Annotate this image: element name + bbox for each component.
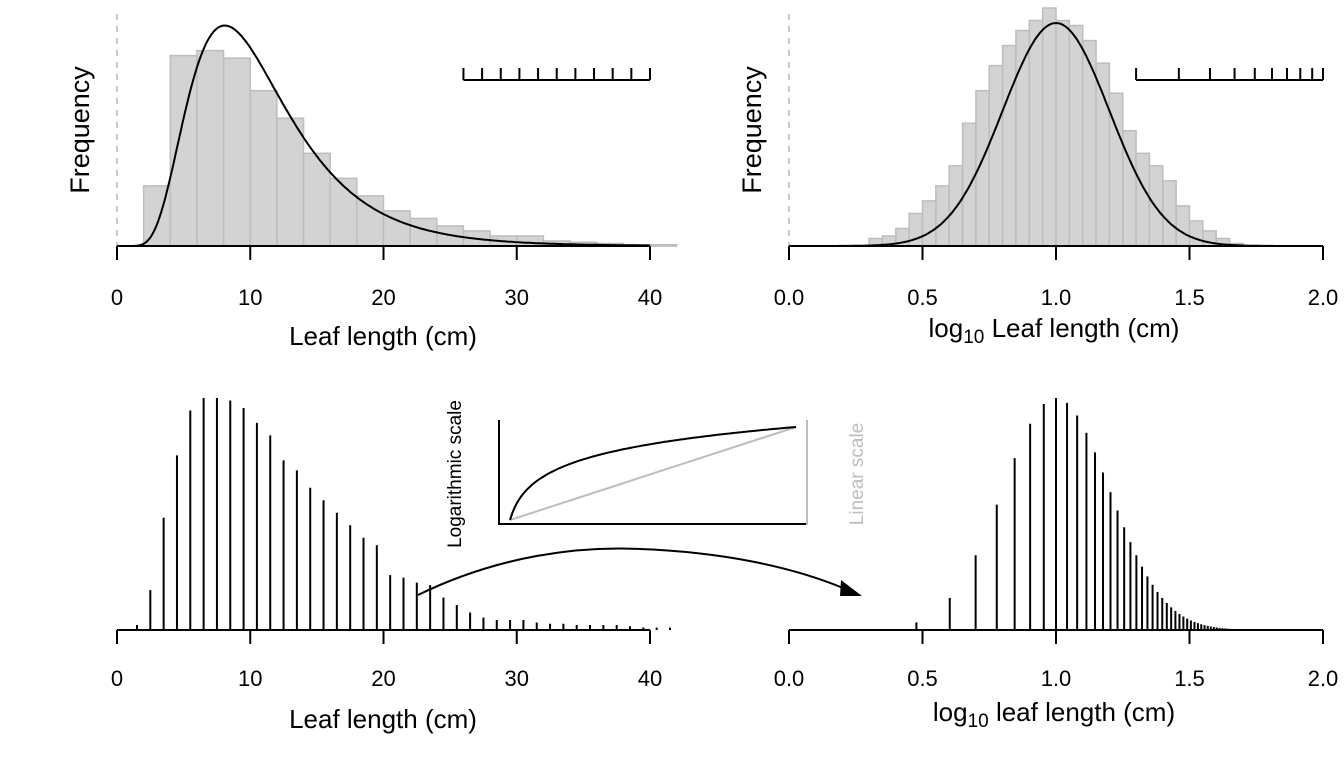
panel4-x-label-rest: leaf length (cm) xyxy=(989,697,1175,727)
histogram-bar xyxy=(1188,220,1204,247)
x-tick-label: 0 xyxy=(111,666,123,691)
histogram-bar xyxy=(1028,19,1044,247)
panel2-x-label-rest: Leaf length (cm) xyxy=(984,313,1179,343)
x-tick-label: 1.0 xyxy=(1041,285,1072,310)
x-tick-label: 1.5 xyxy=(1174,666,1205,691)
x-tick-label: 10 xyxy=(238,285,262,310)
x-tick-label: 1.5 xyxy=(1174,285,1205,310)
histogram-bar xyxy=(222,57,252,247)
inset-scale-comparison: Logarithmic scale Linear scale xyxy=(445,400,868,548)
x-tick-label: 0.0 xyxy=(774,666,805,691)
histogram-bar xyxy=(1135,152,1151,247)
histogram-bar xyxy=(1095,62,1111,247)
panel-histogram-linear: Frequency Leaf length (cm) 0 10 20 30 40 xyxy=(65,14,678,351)
histogram-bar xyxy=(329,177,358,247)
histogram-bar xyxy=(1068,24,1084,247)
histogram-bar xyxy=(516,235,545,247)
x-tick-label: 0 xyxy=(111,285,123,310)
panel1-y-label: Frequency xyxy=(65,66,95,194)
x-tick-label: 0.5 xyxy=(907,285,938,310)
panel4-x-label-sub: 10 xyxy=(968,711,989,732)
histogram-bar xyxy=(356,195,385,247)
x-tick-label: 2.0 xyxy=(1308,285,1339,310)
panel3-x-label: Leaf length (cm) xyxy=(289,704,477,734)
panel1-x-label: Leaf length (cm) xyxy=(289,321,477,351)
histogram-bar xyxy=(249,89,278,247)
x-tick-label: 40 xyxy=(638,285,662,310)
panel2-y-label: Frequency xyxy=(737,66,767,194)
transform-arrow-head xyxy=(840,580,862,596)
histogram-bar xyxy=(1162,180,1177,247)
histogram-bar xyxy=(1041,7,1057,247)
x-tick-label: 0.5 xyxy=(907,666,938,691)
inset-log-label: Logarithmic scale xyxy=(445,400,466,548)
histogram-bar xyxy=(1001,44,1017,247)
panel-spikes-linear: Leaf length (cm) 0 10 20 30 40 xyxy=(111,397,671,734)
transform-arrow xyxy=(417,547,862,596)
x-tick-label: 10 xyxy=(238,666,262,691)
x-tick-label: 30 xyxy=(505,666,529,691)
histogram-bar xyxy=(1055,19,1071,247)
panel4-x-label-log: log xyxy=(933,697,968,727)
inset-linear-curve xyxy=(509,426,797,521)
histogram-bar xyxy=(921,200,937,247)
x-tick-label: 0.0 xyxy=(774,285,805,310)
panel2-x-label: log10 Leaf length (cm) xyxy=(929,313,1180,348)
panel2-x-label-sub: 10 xyxy=(963,327,984,348)
density-curve xyxy=(117,24,650,247)
histogram-bar xyxy=(935,185,950,247)
x-tick-label: 2.0 xyxy=(1308,666,1339,691)
x-tick-label: 20 xyxy=(371,285,395,310)
x-tick-label: 40 xyxy=(638,666,662,691)
inset-log-curve xyxy=(509,426,797,521)
histogram-bar xyxy=(196,49,225,247)
panel4-x-label: log10 leaf length (cm) xyxy=(933,697,1175,732)
panel-spikes-log: log10 leaf length (cm) 0.0 0.5 1.0 1.5 2.0 xyxy=(774,397,1339,732)
histogram-bar xyxy=(988,64,1004,247)
x-tick-label: 1.0 xyxy=(1041,666,1072,691)
x-tick-label: 30 xyxy=(505,285,529,310)
histogram-bar xyxy=(276,117,305,247)
transform-arrow-curve xyxy=(417,547,844,596)
panel2-x-label-log: log xyxy=(929,313,964,343)
x-tick-label: 20 xyxy=(371,666,395,691)
inset-linear-label: Linear scale xyxy=(847,423,868,525)
histogram-bar xyxy=(1175,205,1191,247)
panel-histogram-log: Frequency log10 Leaf length (cm) 0.0 0.5 1… xyxy=(737,7,1339,348)
